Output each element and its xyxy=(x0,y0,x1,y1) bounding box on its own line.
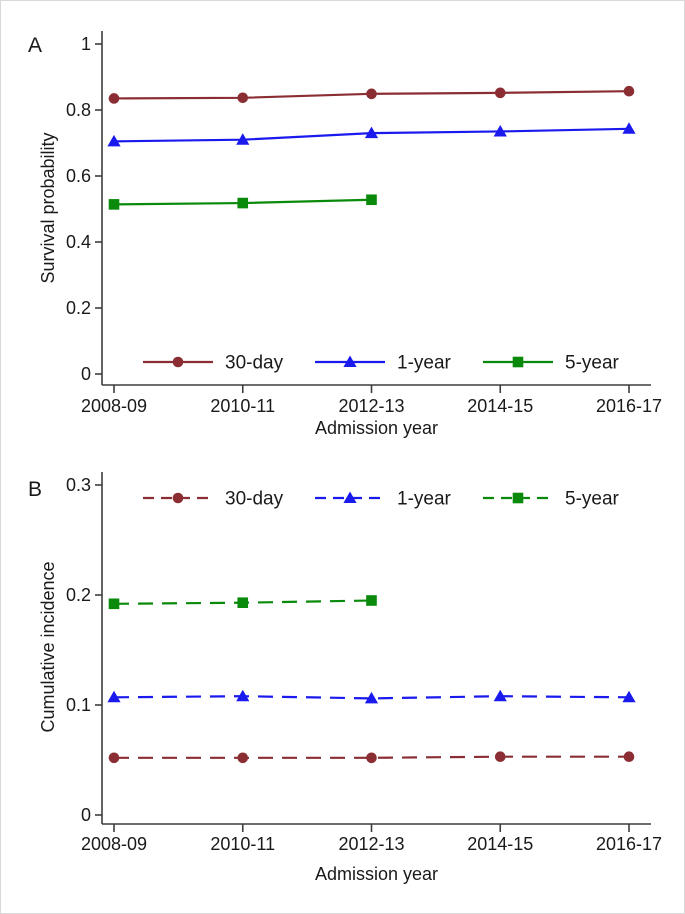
series-1-year-marker xyxy=(622,690,636,703)
y-tick-label: 0 xyxy=(81,364,91,384)
legend-sample-marker xyxy=(343,355,357,367)
series-30-day-marker xyxy=(623,85,635,97)
series-5-year-marker xyxy=(366,194,377,206)
series-5-year-marker xyxy=(108,199,120,210)
series-1-year xyxy=(107,122,636,147)
y-tick-label: 0 xyxy=(81,805,91,825)
legend-item-1-year: 1-year xyxy=(315,353,452,374)
y-tick-label: 0.2 xyxy=(66,585,91,605)
series-30-day-line xyxy=(114,755,629,759)
series-30-day-marker xyxy=(237,92,249,104)
series-30-day-marker xyxy=(366,88,377,100)
series-30-day-marker xyxy=(366,752,377,764)
y-tick-label: 0.8 xyxy=(66,100,91,120)
legend-sample-marker xyxy=(172,492,184,504)
legend-label: 5-year xyxy=(565,489,620,510)
series-5-year-marker xyxy=(237,197,249,209)
series-5-year-marker xyxy=(237,597,249,608)
legend-label: 30-day xyxy=(225,489,284,510)
legend-label: 30-day xyxy=(225,353,284,374)
series-30-day-marker xyxy=(494,751,506,762)
x-tick-label: 2016-17 xyxy=(596,834,662,854)
series-30-day xyxy=(108,751,635,764)
legend-item-5-year: 5-year xyxy=(483,489,620,510)
legend-item-5-year: 5-year xyxy=(483,353,620,374)
legend-sample-marker xyxy=(512,356,524,368)
legend-label: 1-year xyxy=(397,489,452,510)
y-tick-label: 0.4 xyxy=(66,232,91,252)
series-1-year-marker xyxy=(236,689,250,702)
series-5-year xyxy=(108,595,377,610)
axes xyxy=(101,472,651,825)
legend-label: 1-year xyxy=(397,353,452,374)
series-30-day-marker xyxy=(494,87,506,99)
x-tick-label: 2008-09 xyxy=(81,396,147,416)
panel-b-y-axis-title: Cumulative incidence xyxy=(38,561,58,733)
legend-label: 5-year xyxy=(565,353,620,374)
axes xyxy=(101,31,651,386)
series-1-year-marker xyxy=(364,126,379,139)
series-30-day-marker xyxy=(237,752,249,764)
series-5-year xyxy=(108,194,377,210)
x-tick-label: 2010-11 xyxy=(210,396,275,416)
series-30-day-marker xyxy=(108,752,120,764)
panel-a-plot-area: 0 0.2 0.4 0.6 0.8 1 2008-09 2010-11 2012-13 2014-… xyxy=(66,31,662,416)
panel-a: 0 0.2 0.4 0.6 0.8 1 2008-09 2010-11 2012-13 2014-… xyxy=(1,1,684,458)
x-tick-label: 2008-09 xyxy=(81,834,147,854)
series-1-year-marker xyxy=(493,689,507,702)
x-tick-label: 2012-13 xyxy=(338,834,404,854)
x-tick-label: 2014-15 xyxy=(467,396,533,416)
series-5-year-marker xyxy=(108,598,120,610)
x-tick-label: 2016-17 xyxy=(596,396,662,416)
panel-a-x-axis-title: Admission year xyxy=(314,418,439,438)
series-1-year-marker xyxy=(236,133,250,145)
y-tick-label: 0.3 xyxy=(66,475,91,495)
series-1-year xyxy=(107,689,636,704)
legend: 30-day 1-year 5-year xyxy=(143,353,620,374)
series-1-year-marker xyxy=(107,690,121,703)
legend-item-30-day: 30-day xyxy=(143,353,284,374)
legend-sample-marker xyxy=(172,356,184,368)
series-1-year-marker xyxy=(622,122,636,134)
x-tick-label: 2012-13 xyxy=(338,396,404,416)
panel-a-y-axis-title: Survival probability xyxy=(38,132,58,284)
series-30-day-marker xyxy=(623,751,635,762)
y-tick-label: 1 xyxy=(81,34,91,54)
y-tick-label: 0.1 xyxy=(66,695,91,715)
series-1-year-marker xyxy=(107,134,121,147)
series-30-day-marker xyxy=(108,93,120,104)
y-tick-label: 0.6 xyxy=(66,166,91,186)
series-5-year-marker xyxy=(366,595,377,606)
legend: 30-day 1-year 5-year xyxy=(143,489,620,510)
panel-b-letter: B xyxy=(28,478,43,501)
panel-b-x-axis-title: Admission year xyxy=(314,864,439,884)
series-1-year-line xyxy=(113,695,630,700)
legend-sample-marker xyxy=(343,491,357,503)
series-1-year-marker xyxy=(364,691,379,704)
legend-sample-marker xyxy=(512,492,524,504)
panel-b: 0 0.1 0.2 0.3 2008-09 2010-11 2012-13 2014-15 20… xyxy=(1,458,684,913)
series-30-day xyxy=(108,85,635,104)
y-tick-label: 0.2 xyxy=(66,298,91,318)
legend-item-1-year: 1-year xyxy=(315,489,452,510)
series-1-year-marker xyxy=(493,124,507,137)
legend-item-30-day: 30-day xyxy=(143,489,284,510)
panel-b-plot-area: 0 0.1 0.2 0.3 2008-09 2010-11 2012-13 2014-15 20… xyxy=(66,472,662,854)
x-tick-label: 2014-15 xyxy=(467,834,533,854)
x-tick-label: 2010-11 xyxy=(210,834,275,854)
panel-a-letter: A xyxy=(28,34,43,57)
